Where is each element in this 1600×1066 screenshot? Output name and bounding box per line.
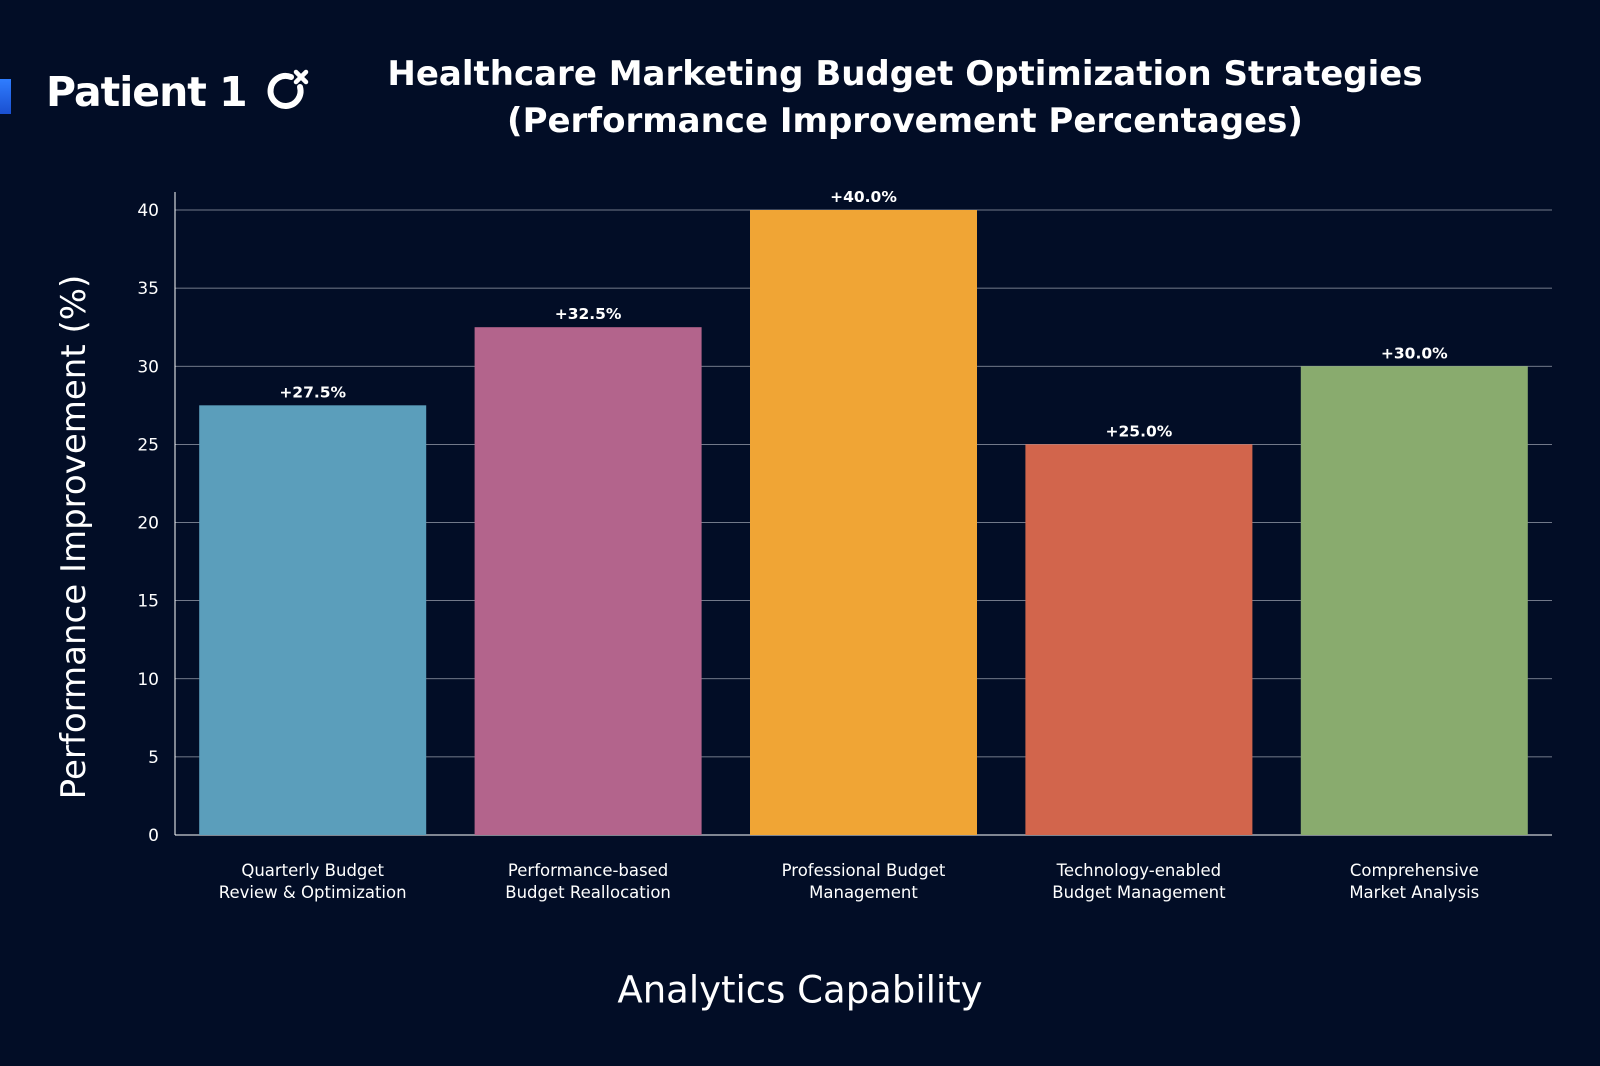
y-tick-label: 30 (137, 357, 159, 377)
x-tick-label-line: Professional Budget (782, 861, 946, 880)
bar-value-label: +30.0% (1381, 344, 1448, 362)
brand-logo-text: Patient 1 (46, 68, 248, 116)
chart-title-line-2: (Performance Improvement Percentages) (507, 101, 1303, 141)
bar-value-label: +32.5% (555, 305, 622, 323)
chart-title-line-1: Healthcare Marketing Budget Optimization… (387, 54, 1423, 94)
brand-logo: Patient 1 (46, 68, 309, 116)
chart-title: Healthcare Marketing Budget Optimization… (360, 51, 1450, 145)
x-tick-label-line: Comprehensive (1350, 861, 1479, 880)
bar-value-label: +27.5% (279, 383, 346, 401)
y-tick-label: 40 (137, 201, 159, 221)
x-tick-label: Quarterly Budget Review & Optimization (219, 861, 407, 902)
y-tick-label: 0 (148, 826, 159, 846)
x-tick-label-line: Management (809, 883, 918, 902)
bar (474, 327, 702, 835)
brand-accent-bar (0, 79, 11, 114)
x-tick-label: Comprehensive Market Analysis (1349, 861, 1479, 902)
bar (199, 405, 427, 835)
bar-value-label: +25.0% (1106, 422, 1173, 440)
x-tick-label-line: Budget Reallocation (505, 883, 671, 902)
x-tick-label-line: Budget Management (1052, 883, 1226, 902)
x-axis-label: Analytics Capability (617, 968, 983, 1012)
x-tick-label: Professional Budget Management (782, 861, 946, 902)
x-tick-label-line: Quarterly Budget (241, 861, 384, 880)
y-tick-label: 5 (148, 748, 159, 768)
bar (750, 210, 977, 835)
y-tick-label: 10 (137, 670, 159, 690)
bar-value-label: +40.0% (830, 188, 897, 206)
brand-logo-mark (267, 69, 308, 109)
x-tick-label: Technology-enabled Budget Management (1052, 861, 1226, 902)
x-tick-label-line: Market Analysis (1349, 883, 1479, 902)
bar (1025, 444, 1253, 835)
y-tick-label: 25 (137, 435, 159, 455)
x-tick-label-line: Review & Optimization (219, 883, 407, 902)
y-tick-label: 15 (137, 592, 159, 612)
y-tick-label: 20 (137, 514, 159, 534)
x-tick-label: Performance-based Budget Reallocation (505, 861, 671, 902)
bar (1300, 366, 1528, 835)
y-tick-label: 35 (137, 279, 159, 299)
x-tick-label-line: Technology-enabled (1056, 861, 1222, 880)
x-tick-label-line: Performance-based (508, 861, 668, 880)
